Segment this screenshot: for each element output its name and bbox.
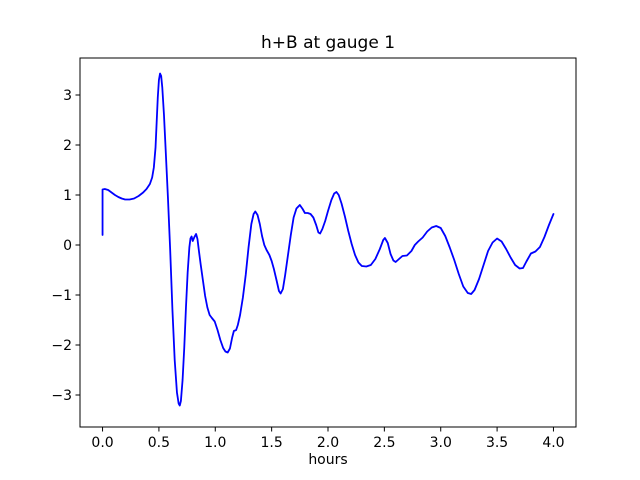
x-tick-label: 4.0 bbox=[542, 435, 564, 451]
y-tick-label: 3 bbox=[63, 88, 72, 104]
y-tick-label: −2 bbox=[51, 338, 72, 354]
axis-ticks: 0.0 0.5 1.0 1.5 2.0 2.5 3.0 3.5 4.0 3 2 1 0 −1 −2 −3 bbox=[51, 88, 564, 451]
data-line-h+B bbox=[101, 72, 555, 407]
y-tick-label: 2 bbox=[63, 138, 72, 154]
y-tick-label: −1 bbox=[51, 288, 72, 304]
plot-area-border bbox=[79, 57, 577, 428]
x-tick-label: 3.0 bbox=[430, 435, 452, 451]
x-tick-label: 3.5 bbox=[486, 435, 508, 451]
y-tick-label: 1 bbox=[63, 188, 72, 204]
x-tick-label: 1.5 bbox=[261, 435, 283, 451]
x-tick-label: 2.0 bbox=[317, 435, 339, 451]
data-line-layer bbox=[101, 72, 555, 407]
x-tick-label: 0.5 bbox=[148, 435, 170, 451]
chart-title: h+B at gauge 1 bbox=[261, 33, 395, 53]
x-tick-label: 1.0 bbox=[204, 435, 226, 451]
y-tick-label: 0 bbox=[63, 238, 72, 254]
x-axis-label: hours bbox=[308, 452, 347, 468]
x-tick-label: 0.0 bbox=[91, 435, 113, 451]
x-tick-label: 2.5 bbox=[373, 435, 395, 451]
y-tick-label: −3 bbox=[51, 388, 72, 404]
